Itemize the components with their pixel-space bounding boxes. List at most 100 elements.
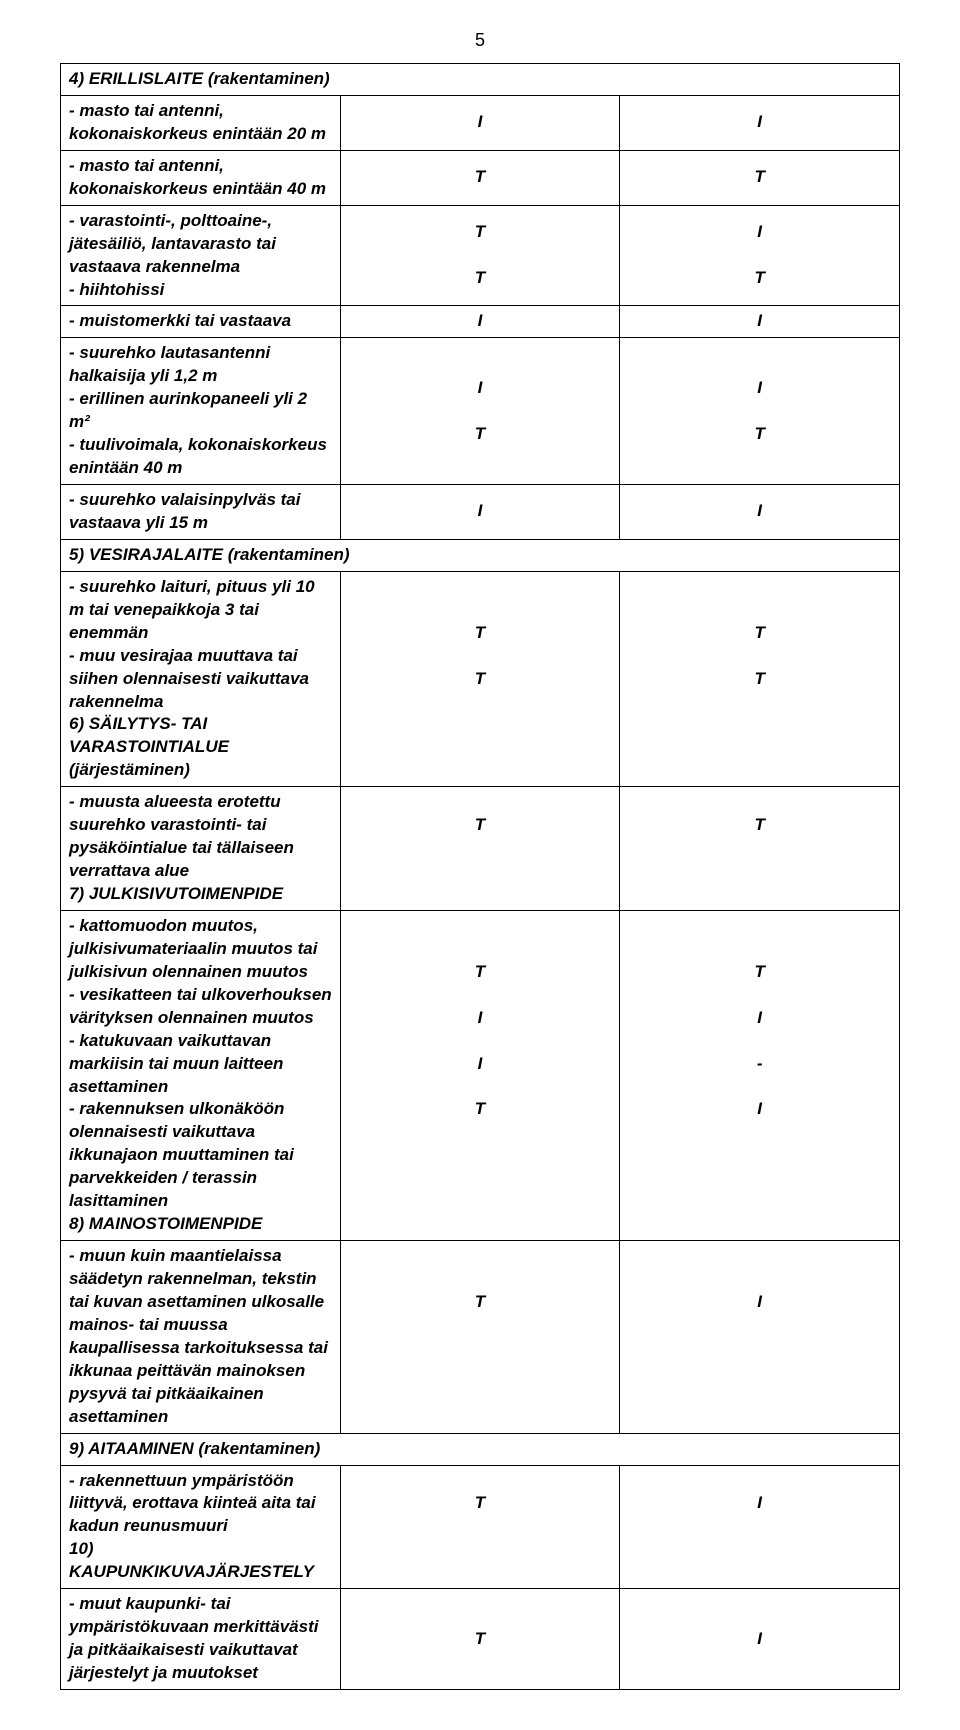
line-col1: I xyxy=(349,1053,612,1076)
line-col1: T xyxy=(349,221,612,244)
line-text: - muusta alueesta erotettu suurehko vara… xyxy=(69,791,332,883)
col-2: I T xyxy=(620,338,900,485)
line-col2: T xyxy=(628,961,891,984)
table-row: - rakennettuun ympäristöön liittyvä, ero… xyxy=(61,1465,900,1589)
line-text: - rakennuksen ulkonäköön olennaisesti va… xyxy=(69,1098,332,1213)
line-col1 xyxy=(349,400,612,423)
section-heading: 5) VESIRAJALAITE (rakentaminen) xyxy=(61,539,900,571)
line-col2: T xyxy=(628,423,891,446)
line-col2 xyxy=(628,860,891,883)
line-col1 xyxy=(349,1167,612,1190)
line-col1: T xyxy=(349,1098,612,1121)
line-col1: T xyxy=(349,622,612,645)
col-1: I xyxy=(340,485,620,540)
line-col1: T xyxy=(349,267,612,290)
line-text: - hiihtohissi xyxy=(69,279,332,302)
line-col2: T xyxy=(628,814,891,837)
line-col2: - xyxy=(628,1053,891,1076)
item-label-multi: - muun kuin maantielaissa säädetyn raken… xyxy=(61,1241,341,1434)
line-col2: T xyxy=(628,267,891,290)
line-text: - suurehko laituri, pituus yli 10 m tai … xyxy=(69,576,332,645)
item-label-multi: - suurehko laituri, pituus yli 10 m tai … xyxy=(61,571,341,786)
col-1: T T xyxy=(340,205,620,306)
line-col2: I xyxy=(628,1492,891,1515)
line-col1: T xyxy=(349,1291,612,1314)
line-col1: T xyxy=(349,668,612,691)
col-2: I xyxy=(620,1589,900,1690)
line-col2: I xyxy=(628,221,891,244)
col-1: T xyxy=(340,150,620,205)
line-col1 xyxy=(349,1538,612,1561)
line-col1: I xyxy=(349,1007,612,1030)
line-col2 xyxy=(628,1538,891,1561)
line-col2: I xyxy=(628,1007,891,1030)
table-row: 4) ERILLISLAITE (rakentaminen) xyxy=(61,64,900,96)
line-text: - katukuvaan vaikuttavan markiisin tai m… xyxy=(69,1030,332,1099)
line-text: - vesikatteen tai ulkoverhouksen värityk… xyxy=(69,984,332,1030)
table-row: - muut kaupunki- tai ympäristökuvaan mer… xyxy=(61,1589,900,1690)
line-col1: T xyxy=(349,814,612,837)
col-1: I xyxy=(340,95,620,150)
line-col1 xyxy=(349,860,612,883)
line-col2: I xyxy=(628,1291,891,1314)
col-2: I xyxy=(620,306,900,338)
line-col1: T xyxy=(349,423,612,446)
col-2: I xyxy=(620,95,900,150)
col-1: T xyxy=(340,787,620,911)
line-col2 xyxy=(628,1167,891,1190)
line-col2: T xyxy=(628,668,891,691)
line-text: - suurehko lautasantenni halkaisija yli … xyxy=(69,342,332,388)
line-col2: T xyxy=(628,622,891,645)
line-text: 10) KAUPUNKIKUVAJÄRJESTELY xyxy=(69,1538,332,1584)
table-row: - muusta alueesta erotettu suurehko vara… xyxy=(61,787,900,911)
item-label-multi: - muusta alueesta erotettu suurehko vara… xyxy=(61,787,341,911)
table-row: - suurehko laituri, pituus yli 10 m tai … xyxy=(61,571,900,786)
table-row: - muun kuin maantielaissa säädetyn raken… xyxy=(61,1241,900,1434)
line-col2: I xyxy=(628,377,891,400)
col-1: T xyxy=(340,1589,620,1690)
line-text: - rakennettuun ympäristöön liittyvä, ero… xyxy=(69,1470,332,1539)
page-number: 5 xyxy=(60,30,900,51)
item-label: - muut kaupunki- tai ympäristökuvaan mer… xyxy=(61,1589,341,1690)
col-1: T xyxy=(340,1465,620,1589)
line-col1: I xyxy=(349,377,612,400)
item-label: - suurehko valaisinpylväs tai vastaava y… xyxy=(61,485,341,540)
table-row: - suurehko lautasantenni halkaisija yli … xyxy=(61,338,900,485)
line-col2 xyxy=(628,400,891,423)
table-row: 9) AITAAMINEN (rakentaminen) xyxy=(61,1433,900,1465)
line-text: - tuulivoimala, kokonaiskorkeus enintään… xyxy=(69,434,332,480)
col-1: I T xyxy=(340,338,620,485)
table-row: - masto tai antenni, kokonaiskorkeus eni… xyxy=(61,95,900,150)
col-2: T T xyxy=(620,571,900,786)
table-row: 5) VESIRAJALAITE (rakentaminen) xyxy=(61,539,900,571)
item-label-multi: - varastointi-, polttoaine-, jätesäiliö,… xyxy=(61,205,341,306)
line-text: - varastointi-, polttoaine-, jätesäiliö,… xyxy=(69,210,332,279)
item-label-multi: - kattomuodon muutos, julkisivumateriaal… xyxy=(61,910,341,1240)
table-row: - muistomerkki tai vastaavaII xyxy=(61,306,900,338)
line-col1: T xyxy=(349,961,612,984)
col-2: T I - I xyxy=(620,910,900,1240)
table-row: - varastointi-, polttoaine-, jätesäiliö,… xyxy=(61,205,900,306)
line-text: - kattomuodon muutos, julkisivumateriaal… xyxy=(69,915,332,984)
table-row: - masto tai antenni, kokonaiskorkeus eni… xyxy=(61,150,900,205)
line-text: - erillinen aurinkopaneeli yli 2 m² xyxy=(69,388,332,434)
line-text: 7) JULKISIVUTOIMENPIDE xyxy=(69,883,332,906)
line-col2: I xyxy=(628,1098,891,1121)
line-col1 xyxy=(349,713,612,736)
line-text: 6) SÄILYTYS- TAI VARASTOINTIALUE (järjes… xyxy=(69,713,332,782)
col-2: I xyxy=(620,485,900,540)
table-row: - suurehko valaisinpylväs tai vastaava y… xyxy=(61,485,900,540)
col-1: I xyxy=(340,306,620,338)
col-1: T T xyxy=(340,571,620,786)
item-label: - muistomerkki tai vastaava xyxy=(61,306,341,338)
section-heading: 4) ERILLISLAITE (rakentaminen) xyxy=(61,64,900,96)
col-2: I T xyxy=(620,205,900,306)
line-text: 8) MAINOSTOIMENPIDE xyxy=(69,1213,332,1236)
col-2: T xyxy=(620,150,900,205)
section-heading: 9) AITAAMINEN (rakentaminen) xyxy=(61,1433,900,1465)
col-1: T xyxy=(340,1241,620,1434)
col-2: I xyxy=(620,1241,900,1434)
item-label: - masto tai antenni, kokonaiskorkeus eni… xyxy=(61,150,341,205)
col-2: I xyxy=(620,1465,900,1589)
line-col2 xyxy=(628,713,891,736)
